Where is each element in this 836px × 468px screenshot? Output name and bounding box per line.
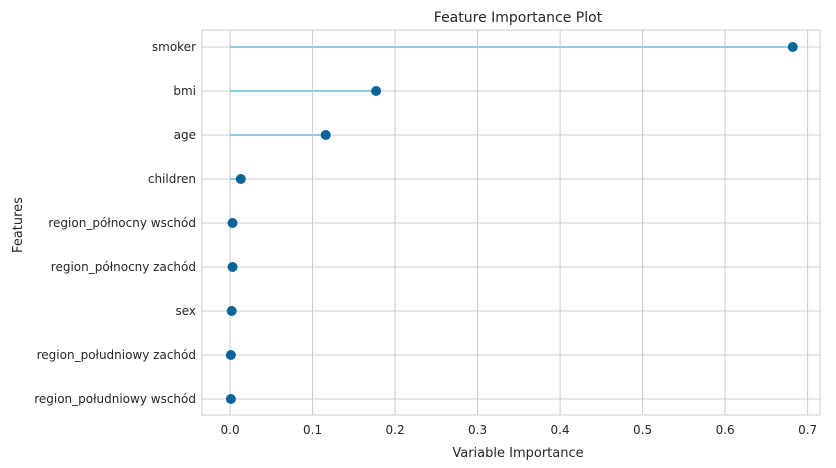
importance-marker [225,394,236,404]
x-tick-label: 0.0 [221,423,240,437]
importance-marker [787,42,798,52]
y-tick-label: bmi [173,84,196,98]
importance-marker [225,350,236,360]
chart-title: Feature Importance Plot [434,10,603,26]
x-tick-label: 0.5 [633,423,652,437]
x-tick-label: 0.1 [303,423,322,437]
horizontal-gridlines [202,46,820,400]
y-tick-label: children [148,172,196,186]
y-axis-label: Features [11,197,26,253]
x-tick-label: 0.7 [798,423,817,437]
x-axis-label: Variable Importance [452,446,583,461]
y-tick-label: smoker [152,40,196,54]
importance-marker [235,174,246,184]
importance-marker [227,262,238,272]
importance-marker [320,130,331,140]
y-tick-label: region_północny wschód [48,216,196,230]
y-tick-labels: smoker bmi age children region_północny wsch… [34,40,196,406]
x-tick-label: 0.6 [716,423,735,437]
markers-group [225,42,798,404]
y-tick-label: region_południowy wschód [34,392,196,406]
y-tick-label: sex [175,304,196,318]
y-tick-label: region_południowy zachód [37,348,196,362]
x-tick-label: 0.4 [551,423,570,437]
x-tick-labels: 0.0 0.1 0.2 0.3 0.4 0.5 0.6 0.7 [221,423,818,437]
importance-marker [371,86,382,96]
plot-frame [201,29,821,416]
importance-marker [226,306,237,316]
x-tick-label: 0.3 [468,423,487,437]
x-tick-label: 0.2 [386,423,405,437]
y-tick-label: region_północny zachód [51,260,196,274]
importance-marker [227,218,238,228]
y-tick-label: age [174,128,196,142]
